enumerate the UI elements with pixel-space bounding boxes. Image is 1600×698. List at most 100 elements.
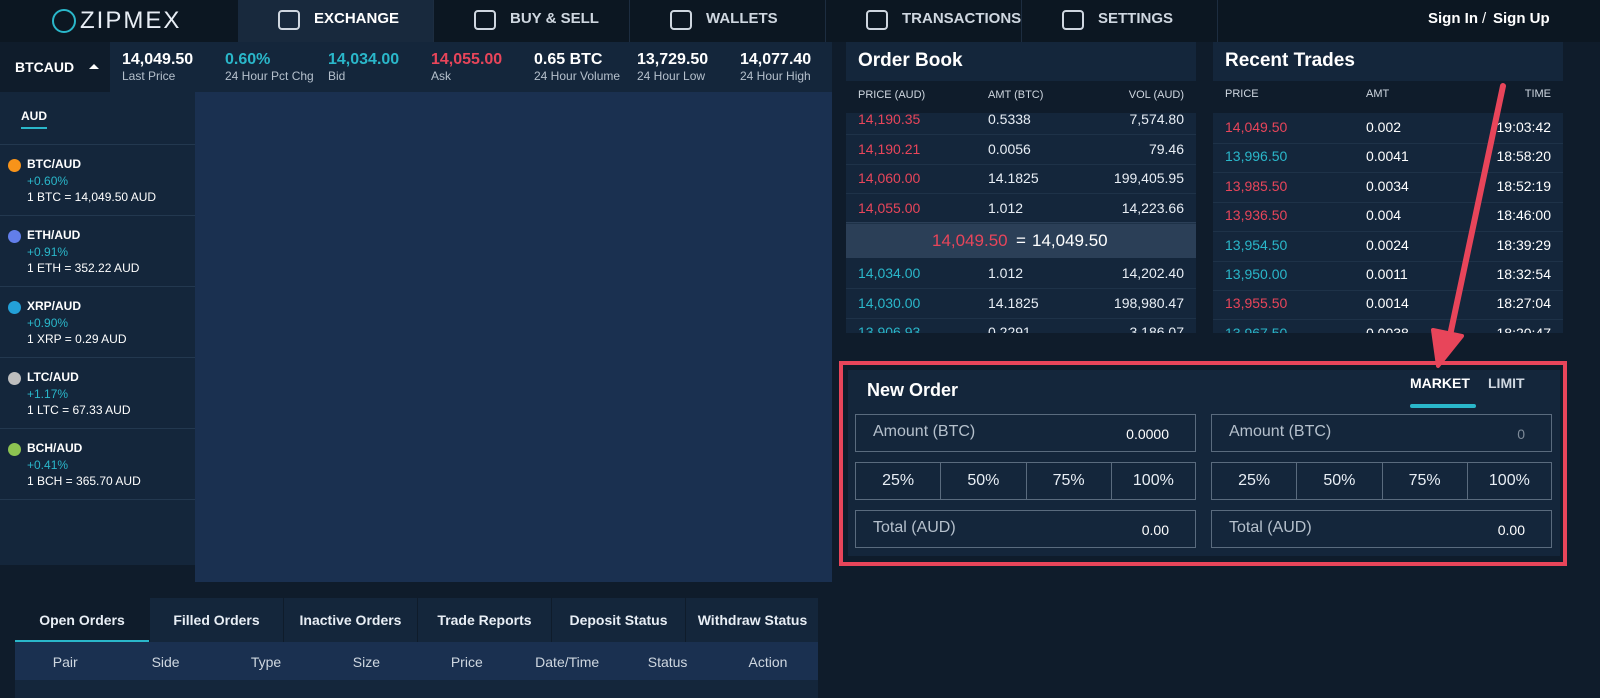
trade-time: 18:27:04 (1496, 295, 1552, 312)
input-value: 0.00 (1497, 522, 1525, 538)
stat-value: 14,055.00 (431, 51, 503, 68)
spread-right: 14,049.50 (1032, 231, 1108, 250)
book-cell: 198,980.47 (1113, 294, 1184, 311)
order-mode[interactable]: LIMIT (1488, 375, 1525, 391)
ticker-bar (0, 42, 832, 92)
percent-button[interactable]: 25% (855, 462, 942, 500)
trade-time: 18:32:54 (1496, 266, 1552, 282)
column-header: TIME (1524, 88, 1551, 100)
stat-label: 24 Hour Low (637, 69, 706, 83)
stat-value: 14,034.00 (328, 51, 400, 68)
sign-in[interactable]: Sign In (1428, 10, 1478, 27)
orders-tab[interactable]: Deposit Status (551, 598, 685, 642)
book-cell: 3,186.07 (1129, 324, 1185, 333)
order-mode[interactable]: MARKET (1410, 375, 1470, 391)
nav-icon (278, 10, 300, 30)
order-book: Order Book PRICE (AUD) AMT (BTC) VOL (AUD) 1… (846, 42, 1196, 333)
nav-tab[interactable]: TRANSACTIONS (826, 0, 1022, 42)
book-cell: 14.1825 (988, 170, 1039, 186)
logo: ZIPMEX (80, 7, 182, 34)
book-cell: 14,030.00 (858, 294, 921, 311)
nav-tab[interactable]: SETTINGS (1022, 0, 1218, 42)
trade-price: 13,936.50 (1225, 207, 1288, 224)
book-cell: 0.2291 (988, 324, 1031, 333)
total-input[interactable]: Total (AUD) 0.00 (855, 510, 1196, 548)
pair-rate: 1 BCH = 365.70 AUD (27, 474, 141, 488)
orders-tab[interactable]: Open Orders (15, 598, 149, 642)
pair-rate: 1 ETH = 352.22 AUD (27, 261, 140, 275)
pair-rate: 1 BTC = 14,049.50 AUD (27, 190, 157, 204)
percent-button[interactable]: 100% (1466, 462, 1552, 500)
pair-name: XRP/AUD (27, 299, 82, 313)
trade-price: 13,967.50 (1225, 324, 1288, 333)
percent-button[interactable]: 75% (1381, 462, 1468, 500)
orders-column: Size (352, 654, 380, 670)
amount-input[interactable]: Amount (BTC) 0 (1211, 414, 1552, 452)
percent-label: 100% (1132, 472, 1174, 489)
orders-column: Date/Time (535, 654, 600, 670)
trade-amount: 0.002 (1366, 119, 1402, 135)
orders-tab-label: Open Orders (39, 612, 125, 628)
stat-value: 14,077.40 (740, 51, 812, 68)
percent-label: 25% (1238, 472, 1271, 489)
orders-tab[interactable]: Filled Orders (149, 598, 283, 642)
trade-time: 18:20:47 (1496, 324, 1552, 333)
percent-button[interactable]: 75% (1025, 462, 1112, 500)
market-row[interactable]: XRP/AUD +0.90% 1 XRP = 0.29 AUD (0, 286, 195, 357)
row-line (1213, 319, 1563, 321)
orders-tab[interactable]: Trade Reports (417, 598, 551, 642)
arrow-head (1431, 328, 1464, 368)
trade-price: 13,985.50 (1225, 177, 1288, 194)
panel-title: Order Book (858, 50, 963, 71)
percent-button[interactable]: 25% (1211, 462, 1298, 500)
orders-tab-label: Withdraw Status (697, 612, 808, 628)
row-line (846, 163, 1196, 165)
trade-amount: 0.0014 (1366, 295, 1409, 312)
trade-amount: 0.0034 (1366, 177, 1409, 194)
stat-value: 0.60% (225, 51, 271, 68)
percent-button[interactable]: 50% (940, 462, 1027, 500)
market-tab[interactable]: AUD (21, 109, 47, 123)
tab-underline (21, 127, 47, 129)
pair-selector[interactable]: BTCAUD (0, 42, 110, 92)
market-row[interactable]: BTC/AUD +0.60% 1 BTC = 14,049.50 AUD (0, 144, 195, 215)
percent-button[interactable]: 100% (1110, 462, 1196, 500)
trade-price: 13,954.50 (1225, 236, 1288, 253)
percent-label: 75% (1408, 472, 1441, 489)
trade-price: 13,996.50 (1225, 148, 1288, 165)
row-line (846, 134, 1196, 135)
input-label: Total (AUD) (1229, 519, 1312, 536)
market-row[interactable]: ETH/AUD +0.91% 1 ETH = 352.22 AUD (0, 215, 195, 286)
percent-button[interactable]: 50% (1296, 462, 1383, 500)
stat-value: 0.65 BTC (534, 51, 603, 68)
stat-label: Last Price (122, 69, 176, 83)
book-cell: 14,190.35 (858, 111, 921, 127)
row-line (1213, 290, 1563, 291)
column-header: VOL (AUD) (1128, 89, 1184, 101)
orders-tab[interactable]: Inactive Orders (283, 598, 417, 642)
amount-input[interactable]: Amount (BTC) 0.0000 (855, 414, 1196, 452)
market-row[interactable]: LTC/AUD +1.17% 1 LTC = 67.33 AUD (0, 357, 195, 428)
nav-tab[interactable]: BUY & SELL (434, 0, 630, 42)
nav-tab[interactable]: EXCHANGE (238, 0, 434, 42)
orders-column: Type (250, 654, 282, 670)
orders-tab[interactable]: Withdraw Status (685, 598, 819, 642)
book-cell: 1.012 (988, 265, 1024, 281)
book-cell: 0.0056 (988, 140, 1031, 157)
pair-change: +0.90% (27, 316, 69, 330)
sign-up[interactable]: Sign Up (1493, 10, 1550, 27)
percent-label: 25% (882, 472, 915, 489)
trade-time: 18:46:00 (1496, 207, 1552, 224)
panel-title: Recent Trades (1225, 50, 1355, 71)
input-label: Amount (BTC) (1229, 423, 1332, 440)
input-label: Amount (BTC) (873, 423, 976, 440)
orders-column: Action (748, 654, 788, 670)
trade-time: 18:58:20 (1496, 148, 1552, 165)
nav-tab[interactable]: WALLETS (630, 0, 826, 42)
row-line (846, 288, 1196, 289)
total-input[interactable]: Total (AUD) 0.00 (1211, 510, 1552, 548)
market-row[interactable]: BCH/AUD +0.41% 1 BCH = 365.70 AUD (0, 428, 195, 499)
trade-amount: 0.0038 (1366, 324, 1409, 333)
stat-label: 24 Hour Volume (534, 69, 621, 83)
top-nav: ZIPMEX EXCHANGE BUY & SELL WALLETS TRANSACTI… (0, 0, 1600, 42)
